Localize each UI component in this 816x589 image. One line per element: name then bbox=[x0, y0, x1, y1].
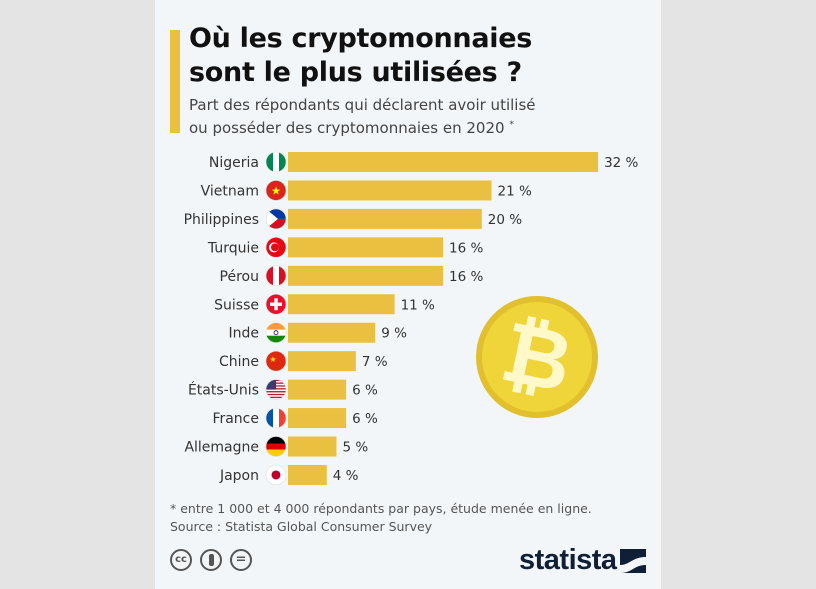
flag-cn-icon: ★ bbox=[265, 350, 287, 372]
category-label: Japon bbox=[219, 468, 259, 484]
value-label: 21 % bbox=[497, 183, 531, 199]
bar bbox=[288, 408, 347, 429]
bar bbox=[288, 464, 327, 485]
value-label: 6 % bbox=[352, 411, 378, 427]
svg-text:★: ★ bbox=[271, 184, 281, 197]
bar-row: Turquie 16 % bbox=[207, 237, 484, 258]
bar-row: Chine 7 % bbox=[219, 351, 388, 372]
bar bbox=[288, 294, 395, 315]
bar bbox=[288, 322, 376, 343]
bar-row: France 6 % bbox=[212, 408, 378, 429]
value-label: 11 % bbox=[401, 297, 435, 313]
infographic-card bbox=[155, 0, 661, 589]
bar bbox=[288, 351, 356, 372]
subtitle-footnote-mark: * bbox=[509, 120, 514, 130]
chart-subtitle: Part des répondants qui déclarent avoir … bbox=[189, 95, 536, 138]
flag-de-icon bbox=[265, 436, 287, 457]
bar-row: Nigeria 32 % bbox=[209, 152, 639, 172]
bar-row: Allemagne 5 % bbox=[184, 436, 368, 457]
title-accent-bar bbox=[170, 30, 180, 133]
subtitle-line-1: Part des répondants qui déclarent avoir … bbox=[189, 96, 536, 114]
flag-jp-icon bbox=[265, 464, 287, 486]
value-label: 16 % bbox=[449, 240, 483, 256]
bar bbox=[288, 265, 444, 286]
category-label: Nigeria bbox=[209, 155, 259, 171]
value-label: 20 % bbox=[488, 212, 522, 228]
chart-title: Où les cryptomonnaies sont le plus utili… bbox=[189, 22, 532, 90]
subtitle-line-2: ou posséder des cryptomonnaies en 2020 bbox=[189, 119, 505, 137]
bar-row: Pérou 16 % bbox=[220, 265, 484, 286]
value-label: 9 % bbox=[381, 326, 407, 342]
by-icon bbox=[200, 549, 222, 571]
category-label: Inde bbox=[228, 326, 259, 342]
bar-row: Philippines 20 % bbox=[184, 208, 522, 229]
bar bbox=[288, 237, 444, 258]
nd-icon: = bbox=[230, 549, 252, 571]
bar bbox=[288, 208, 482, 229]
statista-logo: statista bbox=[519, 544, 617, 576]
bitcoin-coin-icon: ₿ bbox=[476, 296, 598, 418]
bar bbox=[288, 152, 599, 172]
footnote: * entre 1 000 et 4 000 répondants par pa… bbox=[170, 501, 592, 516]
svg-text:★: ★ bbox=[269, 355, 276, 364]
category-label: Philippines bbox=[184, 212, 259, 228]
title-line-1: Où les cryptomonnaies bbox=[189, 23, 532, 54]
flag-vn-icon: ★ bbox=[265, 180, 287, 201]
bar-row: Inde 9 % bbox=[228, 322, 407, 343]
value-label: 5 % bbox=[342, 440, 368, 456]
flag-us-icon bbox=[265, 379, 287, 400]
flag-in-icon bbox=[265, 322, 287, 344]
bar-row: Japon 4 % bbox=[219, 464, 359, 485]
value-label: 16 % bbox=[449, 269, 483, 285]
category-label: Allemagne bbox=[184, 440, 259, 456]
category-label: Suisse bbox=[214, 297, 259, 313]
flag-ng-icon bbox=[265, 151, 287, 173]
bar bbox=[288, 436, 337, 457]
flag-fr-icon bbox=[265, 407, 287, 429]
flag-ch-icon bbox=[265, 293, 287, 315]
bar bbox=[288, 379, 347, 400]
flag-ph-icon bbox=[265, 208, 287, 230]
cc-icon: cc bbox=[170, 549, 192, 571]
title-line-2: sont le plus utilisées ? bbox=[189, 57, 522, 88]
bar bbox=[288, 180, 492, 201]
bar-row: États-Unis 6 % bbox=[188, 379, 378, 400]
value-label: 7 % bbox=[362, 354, 388, 370]
category-label: France bbox=[212, 411, 259, 427]
bar-row: Vietnam 21 % bbox=[201, 180, 532, 201]
category-label: Vietnam bbox=[201, 183, 259, 199]
bar-row: Suisse 11 % bbox=[214, 294, 435, 315]
statista-logo-mark bbox=[620, 549, 646, 573]
value-label: 4 % bbox=[333, 468, 359, 484]
category-label: États-Unis bbox=[188, 382, 259, 399]
category-label: Pérou bbox=[220, 269, 259, 285]
category-label: Chine bbox=[219, 354, 259, 370]
value-label: 32 % bbox=[604, 155, 638, 171]
flag-tr-icon bbox=[265, 237, 287, 258]
value-label: 6 % bbox=[352, 383, 378, 399]
source: Source : Statista Global Consumer Survey bbox=[170, 519, 433, 534]
flag-pe-icon bbox=[265, 265, 287, 287]
category-label: Turquie bbox=[207, 240, 259, 256]
